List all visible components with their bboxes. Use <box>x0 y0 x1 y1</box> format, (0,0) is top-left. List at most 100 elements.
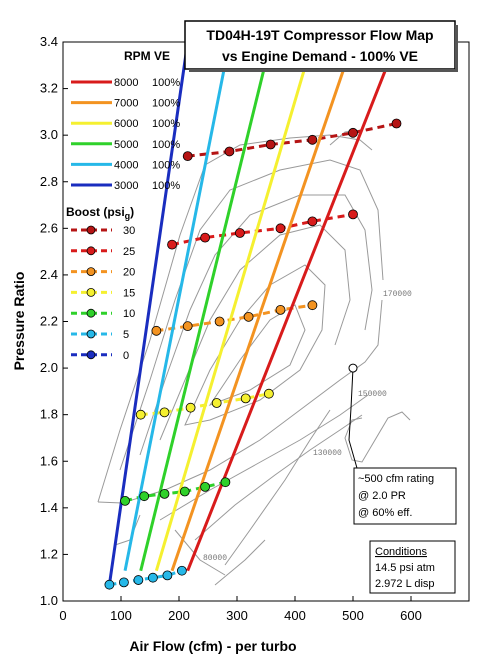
y-tick-label-1.6: 1.6 <box>40 453 58 468</box>
legend-boost-label-20: 20 <box>123 267 135 279</box>
boost-point-25-4 <box>307 216 318 227</box>
boost-point-20-3 <box>243 311 254 322</box>
boost-point-30-2 <box>265 139 276 150</box>
map-contour-9 <box>159 394 369 521</box>
x-tick-label-200: 200 <box>168 608 190 623</box>
legend-rpm-label-3000: 3000 <box>114 180 138 192</box>
legend-boost-marker-0 <box>86 350 96 360</box>
boost-line-25 <box>171 212 354 247</box>
map-contour-0 <box>97 134 373 503</box>
y-tick-label-3.0: 3.0 <box>40 127 58 142</box>
legend-rpm-label-7000: 7000 <box>114 98 138 110</box>
legend-ve-label-7000: 100% <box>152 98 180 110</box>
legend-boost-label-5: 5 <box>123 329 129 341</box>
boost-point-15-3 <box>211 398 222 408</box>
boost-point-5-2 <box>133 575 144 585</box>
boost-points <box>104 118 402 590</box>
boost-point-5-3 <box>147 572 158 583</box>
y-tick-label-2.4: 2.4 <box>40 267 58 282</box>
map-contour-5 <box>184 264 326 426</box>
rpm-line-4000 <box>123 41 231 572</box>
legend-ve-header: VE <box>154 49 170 63</box>
legend-boost-label-30: 30 <box>123 225 135 237</box>
rating-annotation-line-3: @ 60% eff. <box>358 507 412 519</box>
conditions-header: Conditions <box>375 546 427 558</box>
map-contour-8 <box>194 414 363 541</box>
legend-rpm-label-6000: 6000 <box>114 118 138 130</box>
y-axis-ticks: 1.0 1.2 1.4 1.6 1.8 2.0 2.2 2.4 2.6 2.8 3.0 3.2 3.4 <box>40 34 68 608</box>
boost-point-5-5 <box>176 565 187 576</box>
rating-annotation-line-1: ~500 cfm rating <box>358 473 434 485</box>
legend-boost-header-main: Boost (psi <box>66 205 125 219</box>
boost-point-10-1 <box>139 491 150 502</box>
boost-point-15-4 <box>240 393 251 404</box>
rating-annotation-box <box>353 467 457 525</box>
boost-point-30-0 <box>182 151 193 162</box>
rpm-line-5000 <box>139 41 273 572</box>
y-tick-label-3.4: 3.4 <box>40 34 58 49</box>
boost-point-25-3 <box>275 223 286 234</box>
legend-boost-header-close: ) <box>130 205 134 219</box>
rating-annotation-line-2: @ 2.0 PR <box>358 490 406 502</box>
legend-ve-label-8000: 100% <box>152 77 180 89</box>
legend-rpm-label-5000: 5000 <box>114 139 138 151</box>
map-speed-label-170000: 170000 <box>383 290 412 299</box>
legend-ve-label-5000: 100% <box>152 139 180 151</box>
map-speed-label-80000: 80000 <box>203 554 227 563</box>
rating-leader-line <box>348 368 358 469</box>
map-contour-2 <box>119 159 384 471</box>
x-tick-label-600: 600 <box>400 608 422 623</box>
rpm-line-6000 <box>154 41 314 572</box>
legend-boost-label-0: 0 <box>123 350 129 362</box>
chart-title: TD04H-19T Compressor Flow Map <box>206 27 433 43</box>
chart-subtitle: vs Engine Demand - 100% VE <box>222 48 418 64</box>
legend-boost-marker-30 <box>86 225 96 235</box>
legend-rpm-header: RPM <box>124 49 151 63</box>
boost-line-20 <box>156 303 313 333</box>
map-contour-3 <box>139 194 373 456</box>
boost-point-15-5 <box>263 388 274 399</box>
boost-point-25-1 <box>200 232 211 243</box>
boost-point-30-1 <box>224 146 235 157</box>
boost-point-20-0 <box>151 325 162 336</box>
boost-point-25-0 <box>167 239 177 250</box>
boost-point-30-4 <box>348 127 358 138</box>
legend-boost-label-10: 10 <box>123 308 135 320</box>
legend-boost-header-sub: g <box>125 211 131 221</box>
boost-point-15-0 <box>135 409 146 420</box>
legend-rpm-entries: 8000 100% 7000 100% 6000 100% 5000 100% 4000 100%… <box>71 77 180 192</box>
x-tick-label-400: 400 <box>284 608 306 623</box>
y-tick-label-3.2: 3.2 <box>40 81 58 96</box>
map-speed-label-150000: 150000 <box>358 390 387 399</box>
x-tick-label-300: 300 <box>226 608 248 623</box>
conditions-line-1: 14.5 psi atm <box>375 562 435 574</box>
boost-point-10-3 <box>179 486 190 497</box>
y-tick-label-1.4: 1.4 <box>40 500 58 515</box>
legend-boost-marker-10 <box>86 308 96 318</box>
x-axis-label: Air Flow (cfm) - per turbo <box>129 638 296 654</box>
rpm-line-7000 <box>170 41 355 572</box>
boost-point-10-4 <box>200 481 211 492</box>
x-tick-label-100: 100 <box>110 608 132 623</box>
legend-boost-marker-15 <box>86 287 96 297</box>
boost-point-20-4 <box>275 304 286 315</box>
rating-point-marker <box>348 363 358 373</box>
x-tick-label-0: 0 <box>59 608 66 623</box>
boost-point-5-1 <box>119 577 129 588</box>
y-tick-label-1.0: 1.0 <box>40 593 58 608</box>
y-tick-label-1.8: 1.8 <box>40 407 58 422</box>
y-tick-label-2.8: 2.8 <box>40 174 58 189</box>
legend-boost-entries: 30 25 20 15 10 5 0 <box>71 225 135 362</box>
boost-point-25-5 <box>348 209 358 220</box>
y-tick-label-2.0: 2.0 <box>40 360 58 375</box>
boost-point-20-1 <box>182 321 193 332</box>
boost-point-5-0 <box>104 579 115 590</box>
legend-boost-label-25: 25 <box>123 246 135 258</box>
map-contour-10 <box>214 539 266 586</box>
legend-ve-label-6000: 100% <box>152 118 180 130</box>
boost-point-10-2 <box>159 488 170 499</box>
legend-boost-marker-25 <box>86 246 96 256</box>
map-speed-label-130000: 130000 <box>313 449 342 458</box>
boost-point-15-2 <box>185 402 196 413</box>
